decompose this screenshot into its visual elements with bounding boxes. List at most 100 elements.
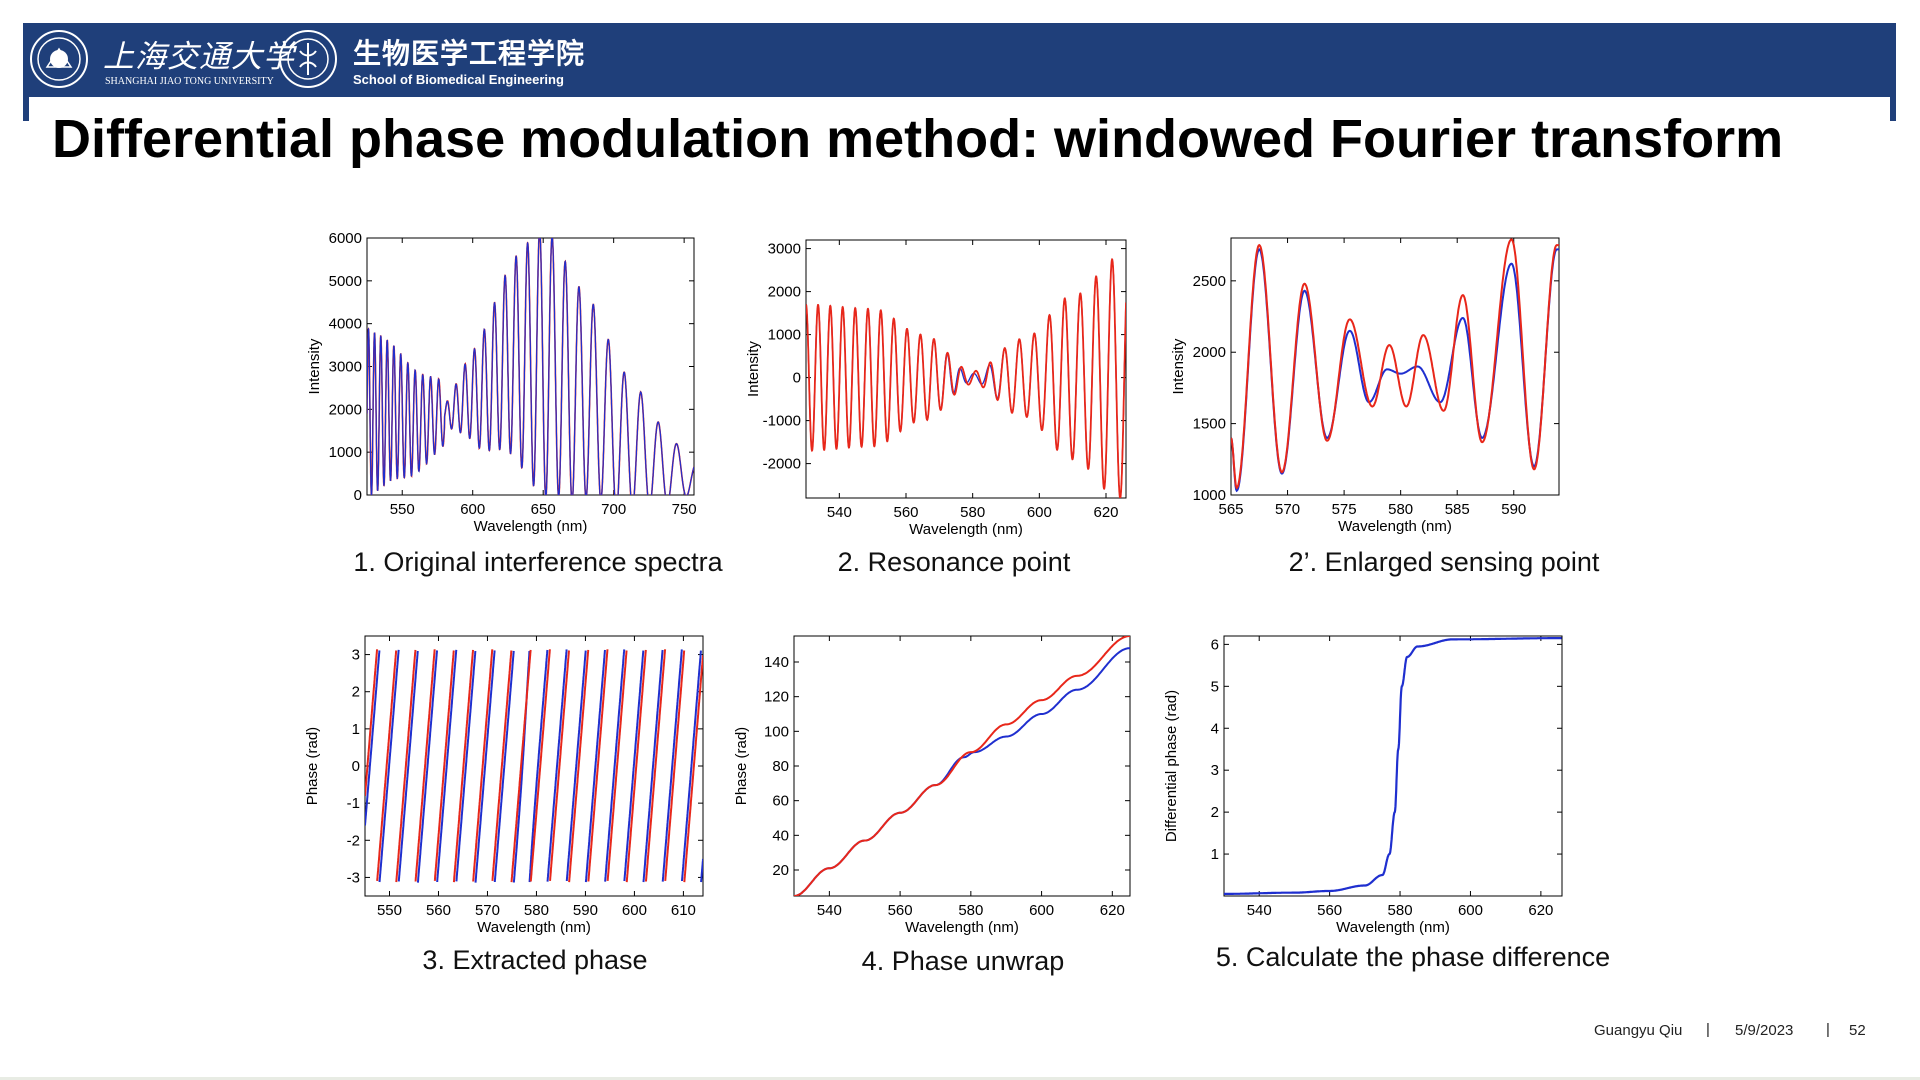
series-line-blue bbox=[365, 649, 703, 883]
y-tick-label: 3 bbox=[352, 647, 360, 664]
x-tick-label: 590 bbox=[1501, 501, 1526, 518]
y-tick-label: 4000 bbox=[329, 316, 362, 333]
bottom-rule bbox=[0, 1077, 1920, 1080]
plot-frame bbox=[1230, 237, 1560, 496]
footer-separator: | bbox=[1706, 1021, 1710, 1038]
x-axis-label: Wavelength (nm) bbox=[1336, 919, 1450, 936]
x-tick-label: 620 bbox=[1100, 902, 1125, 919]
x-axis-label: Wavelength (nm) bbox=[477, 919, 591, 936]
y-tick-label: 2000 bbox=[768, 284, 801, 301]
x-tick-label: 610 bbox=[671, 902, 696, 919]
y-tick-label: -1 bbox=[347, 795, 360, 812]
x-tick-label: 560 bbox=[1317, 902, 1342, 919]
x-tick-label: 620 bbox=[1093, 504, 1118, 521]
y-tick-label: 5000 bbox=[329, 273, 362, 290]
y-tick-label: 100 bbox=[764, 723, 789, 740]
y-tick-label: 20 bbox=[772, 862, 789, 879]
university-name-cn: 上海交通大学 bbox=[103, 39, 295, 75]
x-tick-label: 550 bbox=[377, 902, 402, 919]
university-name-en: SHANGHAI JIAO TONG UNIVERSITY bbox=[105, 76, 274, 87]
y-tick-label: 60 bbox=[772, 793, 789, 810]
caption-extracted-phase: 3. Extracted phase bbox=[422, 945, 648, 975]
y-tick-label: 80 bbox=[772, 758, 789, 775]
x-tick-label: 580 bbox=[1388, 902, 1413, 919]
y-tick-label: 6000 bbox=[329, 230, 362, 247]
y-tick-label: 1 bbox=[352, 721, 360, 738]
chart-phase-difference: 540 560 580 600 620 1 2 3 4 5 6 Wavelength (nm) Diff… bbox=[1163, 635, 1563, 936]
y-tick-label: 0 bbox=[354, 487, 362, 504]
x-tick-label: 560 bbox=[426, 902, 451, 919]
footer-author: Guangyu Qiu bbox=[1594, 1022, 1683, 1039]
y-tick-label: 2 bbox=[1211, 804, 1219, 821]
x-tick-label: 600 bbox=[460, 501, 485, 518]
x-tick-label: 580 bbox=[958, 902, 983, 919]
x-axis-label: Wavelength (nm) bbox=[1338, 518, 1452, 535]
x-tick-label: 540 bbox=[827, 504, 852, 521]
x-tick-label: 580 bbox=[524, 902, 549, 919]
header-stub-left bbox=[23, 97, 29, 121]
x-tick-label: 570 bbox=[475, 902, 500, 919]
x-tick-label: 585 bbox=[1445, 501, 1470, 518]
x-tick-label: 580 bbox=[1388, 501, 1413, 518]
x-tick-label: 600 bbox=[622, 902, 647, 919]
slide-title: Differential phase modulation method: wi… bbox=[52, 109, 1784, 169]
school-seal-logo bbox=[279, 30, 337, 88]
footer-separator: | bbox=[1826, 1021, 1830, 1038]
header-stub-right bbox=[1890, 97, 1896, 121]
y-tick-label: 2 bbox=[352, 684, 360, 701]
caption-enlarged-sensing-point: 2’. Enlarged sensing point bbox=[1288, 547, 1600, 577]
school-name-cn: 生物医学工程学院 bbox=[353, 38, 586, 69]
y-tick-label: 1000 bbox=[1193, 487, 1226, 504]
y-axis-label: Intensity bbox=[1170, 338, 1187, 394]
x-tick-label: 620 bbox=[1528, 902, 1553, 919]
x-axis-label: Wavelength (nm) bbox=[474, 518, 588, 535]
footer-page-number: 52 bbox=[1849, 1022, 1866, 1039]
x-tick-label: 600 bbox=[1029, 902, 1054, 919]
y-tick-label: -1000 bbox=[763, 413, 801, 430]
y-tick-label: 1 bbox=[1211, 846, 1219, 863]
series-line-red bbox=[1231, 238, 1559, 490]
school-name-en: School of Biomedical Engineering bbox=[353, 72, 564, 87]
y-tick-label: 120 bbox=[764, 689, 789, 706]
y-tick-label: -3 bbox=[347, 869, 360, 886]
x-tick-label: 550 bbox=[390, 501, 415, 518]
plot-frame bbox=[1223, 635, 1563, 897]
x-tick-label: 540 bbox=[1247, 902, 1272, 919]
y-tick-label: 3000 bbox=[768, 241, 801, 258]
series-line-red bbox=[806, 257, 1126, 498]
chart-resonance-point: 540 560 580 600 620 -2000 -1000 0 1000 2000 3000 Wa… bbox=[745, 239, 1127, 538]
series-line-red bbox=[794, 636, 1130, 896]
chart-phase-unwrap: 540 560 580 600 620 20 40 60 80 100 120 140 Waveleng… bbox=[733, 635, 1131, 936]
y-tick-label: 2000 bbox=[1193, 344, 1226, 361]
y-tick-label: 0 bbox=[352, 758, 360, 775]
x-axis-label: Wavelength (nm) bbox=[905, 919, 1019, 936]
y-axis-label: Phase (rad) bbox=[304, 727, 321, 805]
caption-phase-unwrap: 4. Phase unwrap bbox=[861, 946, 1065, 976]
y-tick-label: -2000 bbox=[763, 456, 801, 473]
plot-frame bbox=[793, 635, 1131, 897]
y-axis-label: Differential phase (rad) bbox=[1163, 690, 1180, 842]
y-tick-label: 3 bbox=[1211, 762, 1219, 779]
y-tick-label: 1500 bbox=[1193, 416, 1226, 433]
series-line-blue bbox=[1224, 637, 1562, 895]
header-bar: 上海交通大学 SHANGHAI JIAO TONG UNIVERSITY 生物医… bbox=[23, 23, 1896, 97]
series-line-blue bbox=[367, 238, 694, 495]
x-tick-label: 600 bbox=[1027, 504, 1052, 521]
plot-frame bbox=[805, 239, 1127, 499]
y-tick-label: -2 bbox=[347, 832, 360, 849]
y-tick-label: 140 bbox=[764, 654, 789, 671]
caption-original-spectra: 1. Original interference spectra bbox=[353, 547, 723, 577]
x-tick-label: 575 bbox=[1332, 501, 1357, 518]
chart-enlarged-sensing-point: 565 570 575 580 585 590 1000 1500 2000 2500 Wavele… bbox=[1170, 237, 1560, 535]
caption-phase-difference: 5. Calculate the phase difference bbox=[1215, 942, 1611, 972]
x-tick-label: 565 bbox=[1218, 501, 1243, 518]
x-tick-label: 570 bbox=[1275, 501, 1300, 518]
x-tick-label: 590 bbox=[573, 902, 598, 919]
chart-original-spectra: 550 600 650 700 750 0 1000 2000 3000 4000 5000 6000… bbox=[306, 230, 697, 535]
y-tick-label: 2000 bbox=[329, 401, 362, 418]
x-tick-label: 540 bbox=[817, 902, 842, 919]
y-tick-label: 6 bbox=[1211, 636, 1219, 653]
y-tick-label: 1000 bbox=[768, 327, 801, 344]
y-axis-label: Phase (rad) bbox=[733, 727, 750, 805]
